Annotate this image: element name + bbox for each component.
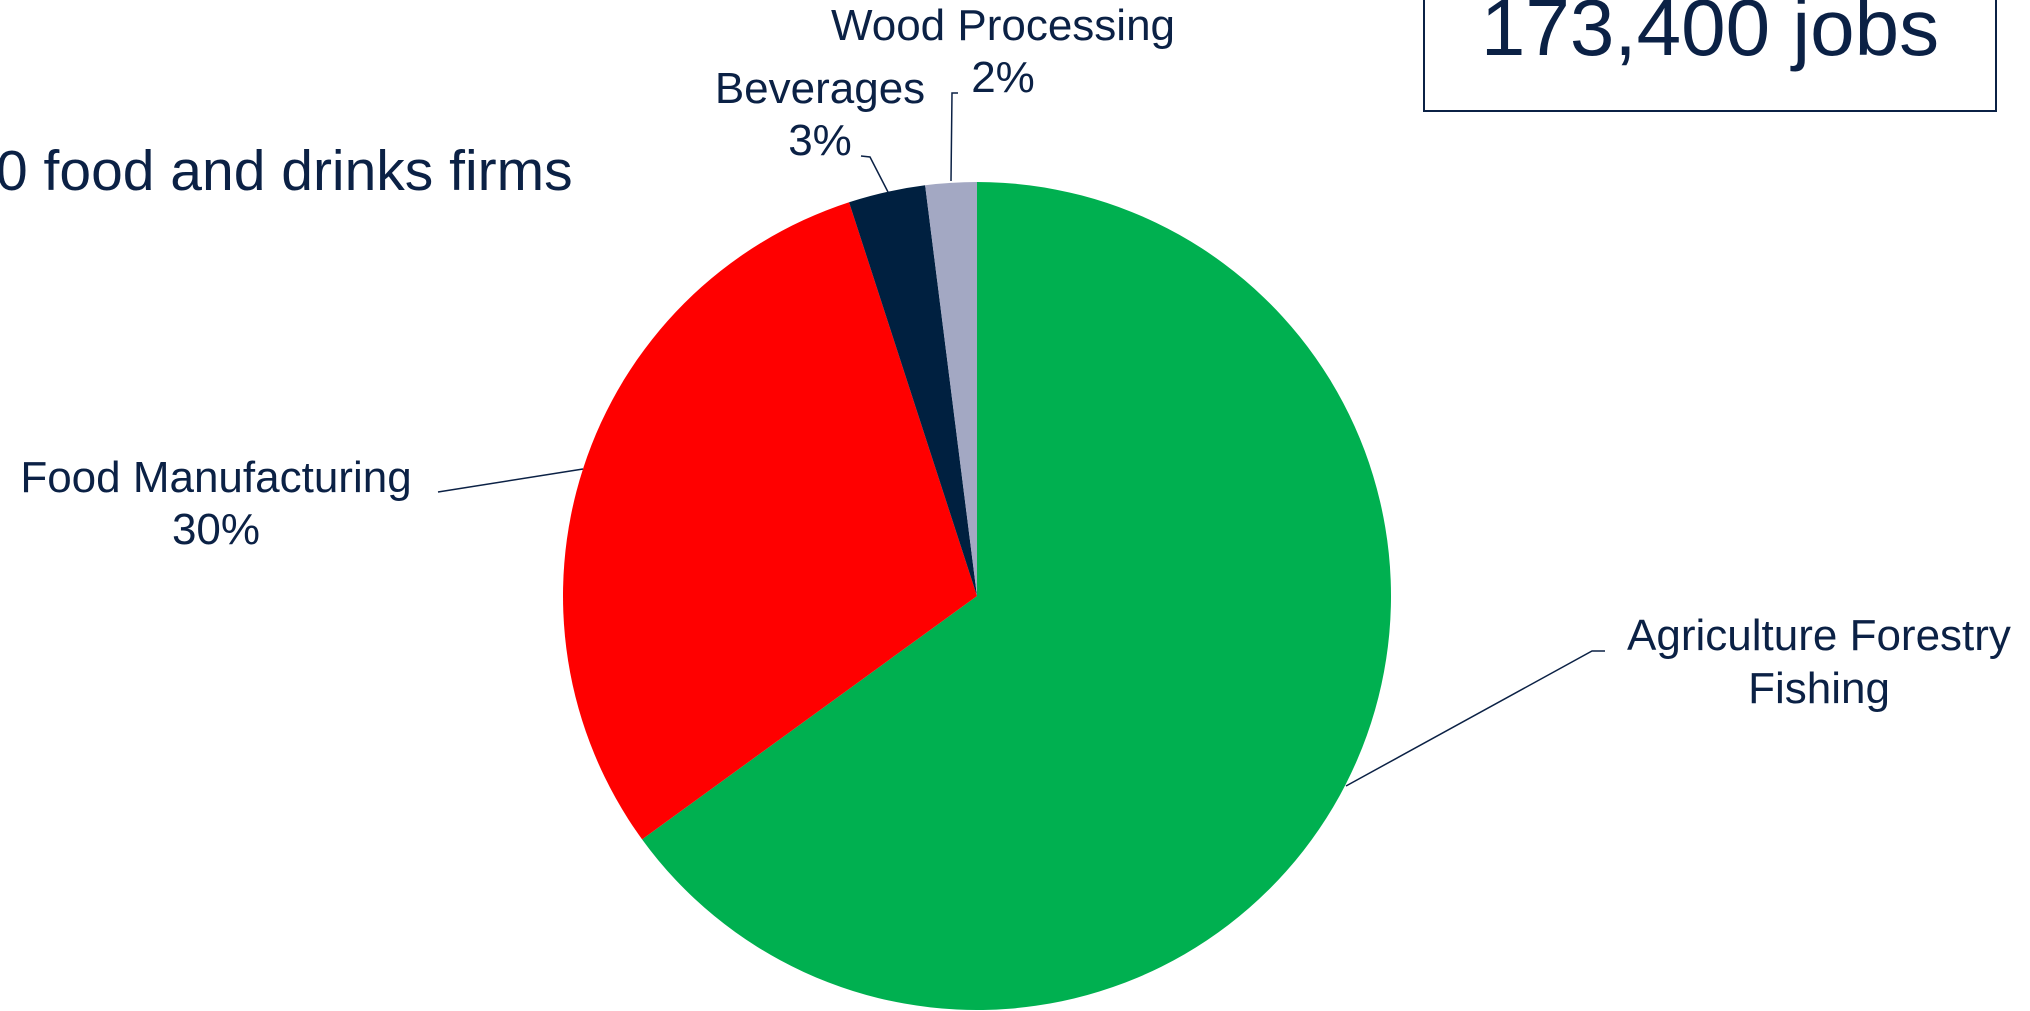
annotation: 173,400 jobs: [1480, 0, 1940, 72]
leader-line: [437, 468, 584, 493]
pie-slice: [849, 185, 977, 596]
value-label: 2%: [971, 53, 1035, 102]
category-label: Wood Processing: [830, 1, 1176, 50]
pie-slice: [563, 202, 977, 840]
pie: [563, 182, 1391, 1011]
category-label: Food Manufacturing: [20, 453, 412, 502]
pie-slice: [925, 182, 977, 596]
leader-line: [950, 92, 958, 182]
callout-box: 173,400 jobs: [1423, 0, 1997, 112]
annotation: 0 food and drinks firms: [0, 139, 573, 203]
slice-label: Beverages 3%: [715, 63, 925, 167]
slice-label: Food Manufacturing 30%: [20, 452, 411, 556]
category-label: Agriculture Forestry Fishing: [1627, 611, 2011, 713]
leader-line: [860, 155, 889, 193]
category-label: Beverages: [714, 64, 926, 113]
slice-label: Wood Processing 2%: [831, 0, 1175, 104]
leader-lines: [437, 92, 1605, 787]
value-label: 30%: [171, 505, 261, 554]
slice-label: Agriculture Forestry Fishing: [1579, 609, 2030, 715]
leader-line: [1345, 650, 1605, 787]
pie-slice: [642, 182, 1391, 1011]
value-label: 3%: [788, 116, 852, 165]
